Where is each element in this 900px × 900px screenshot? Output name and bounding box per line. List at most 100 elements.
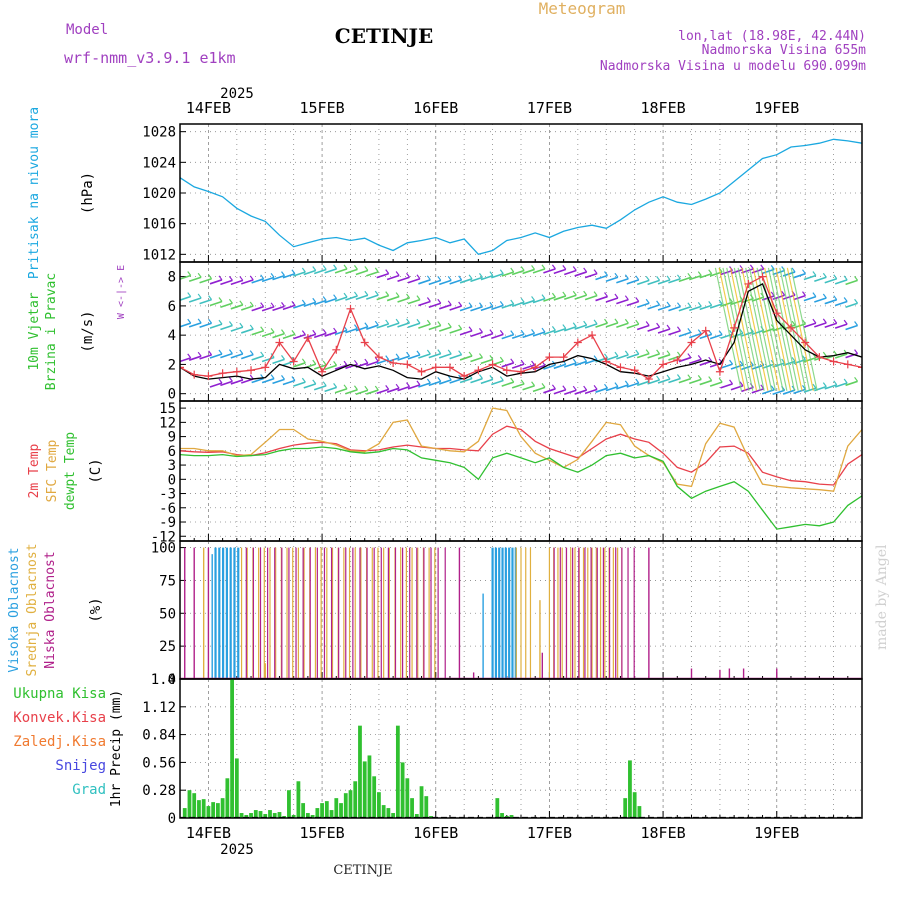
wind-arrow: [793, 272, 806, 279]
wind-arrow: [366, 271, 379, 277]
wind-arrow: [564, 326, 577, 332]
ytick-label: 0: [168, 472, 176, 488]
plot-area: [180, 264, 862, 395]
gust-marker: [332, 345, 341, 354]
gust-marker: [673, 356, 682, 365]
wind-arrow: [386, 322, 400, 328]
wind-arrow: [334, 296, 348, 302]
wind-arrow-head: [395, 318, 400, 324]
credit-watermark: made by Angel: [874, 544, 890, 650]
wind-arrow: [313, 384, 327, 391]
precip-bar: [495, 798, 500, 818]
precip-bar: [372, 776, 377, 818]
wind-arrow-head: [239, 276, 244, 281]
wind-arrow: [397, 355, 410, 361]
wind-arrow: [626, 382, 640, 388]
wind-arrow-head: [572, 322, 577, 328]
wind-arrow: [334, 364, 348, 370]
wind-arrow-head: [510, 299, 515, 305]
wind-arrow: [636, 352, 650, 359]
wind-arrow: [647, 279, 660, 286]
precip-bar: [637, 806, 642, 818]
wind-arrow: [564, 389, 577, 395]
ylabel: Visoka Oblacnost: [7, 547, 22, 672]
wind-arrow-head: [187, 271, 192, 276]
wind-arrow: [605, 355, 619, 361]
wind-arrow-head: [687, 374, 692, 380]
precip-bar: [424, 796, 429, 818]
wind-arrow-head: [739, 360, 744, 366]
precip-legend-item: Ukupna Kisa: [13, 686, 106, 702]
wind-arrow: [261, 356, 275, 363]
plot-area: [180, 407, 862, 530]
wind-arrow-head: [718, 330, 723, 335]
precip-bar: [386, 808, 391, 818]
wind-arrow: [366, 324, 379, 330]
wind-arrow-head: [426, 275, 431, 281]
wind-arrow: [814, 297, 827, 303]
wind-arrow: [209, 353, 223, 359]
wind-arrow-head: [218, 319, 223, 325]
wind-arrow: [845, 279, 858, 286]
wind-arrow-head: [281, 354, 285, 360]
gust-marker: [730, 323, 739, 332]
wind-arrow-head: [385, 269, 390, 275]
wind-arrow-head: [458, 350, 463, 356]
wind-arrow-head: [479, 374, 483, 380]
ytick-label: -12: [151, 529, 176, 545]
gust-marker: [758, 272, 767, 281]
wind-arrow: [803, 274, 817, 281]
wind-arrow-head: [447, 375, 452, 381]
wind-arrow: [188, 297, 202, 303]
wind-arrow: [501, 303, 514, 309]
wind-arrow: [532, 386, 546, 393]
wind-arrow: [730, 268, 744, 275]
wind-arrow-head: [583, 385, 588, 391]
wind-arrow-head: [468, 302, 473, 308]
wind-arrow-head: [301, 330, 306, 335]
unit-label: (C): [88, 458, 104, 483]
wind-arrow: [511, 383, 525, 389]
wind-arrow: [689, 378, 702, 385]
wind-arrow: [543, 364, 556, 370]
wind-arrow-head: [697, 355, 702, 360]
wind-arrow: [303, 383, 317, 389]
wind-arrow: [313, 299, 327, 306]
gust-marker: [843, 360, 852, 369]
wind-arrow-head: [239, 322, 244, 328]
wind-arrow-head: [520, 329, 525, 335]
ytick-label: 6: [168, 444, 176, 460]
wind-arrow-head: [697, 329, 702, 334]
wind-arrow-head: [833, 295, 838, 301]
wind-arrow-head: [687, 353, 692, 358]
wind-arrow-head: [385, 355, 390, 361]
wind-arrow: [449, 328, 462, 334]
wind-arrow-head: [458, 324, 463, 330]
wind-arrow: [626, 323, 640, 329]
wind-arrow-head: [489, 354, 494, 360]
day-label-bottom: 17FEB: [527, 824, 572, 842]
ytick-label: 9: [168, 430, 176, 446]
wind-arrow: [574, 324, 587, 330]
wind-arrow-head: [812, 383, 817, 389]
wind-arrow-head: [635, 275, 640, 281]
wind-arrow: [418, 382, 431, 388]
wind-arrow: [647, 304, 660, 310]
wind-arrow-head: [416, 274, 421, 280]
wind-arrow: [418, 300, 431, 307]
wind-arrow-head: [802, 355, 806, 360]
wind-arrow: [647, 379, 660, 385]
day-label-top: 18FEB: [641, 99, 686, 117]
wind-arrow: [772, 389, 785, 395]
wind-arrow-head: [833, 350, 838, 356]
elevation: Nadmorska Visina 655m: [702, 43, 867, 58]
wind-arrow-head: [385, 319, 390, 325]
wind-arrow-head: [624, 350, 629, 356]
gust-marker: [517, 367, 525, 376]
panel-pressure: 1012 1016 1020 1024 1028 Pritisak na nivou mo…: [27, 107, 863, 279]
wind-arrow: [480, 305, 494, 312]
wind-arrow-head: [697, 271, 702, 276]
wind-arrow: [189, 387, 201, 391]
wind-arrow: [845, 302, 858, 309]
precip-bar: [301, 803, 306, 818]
